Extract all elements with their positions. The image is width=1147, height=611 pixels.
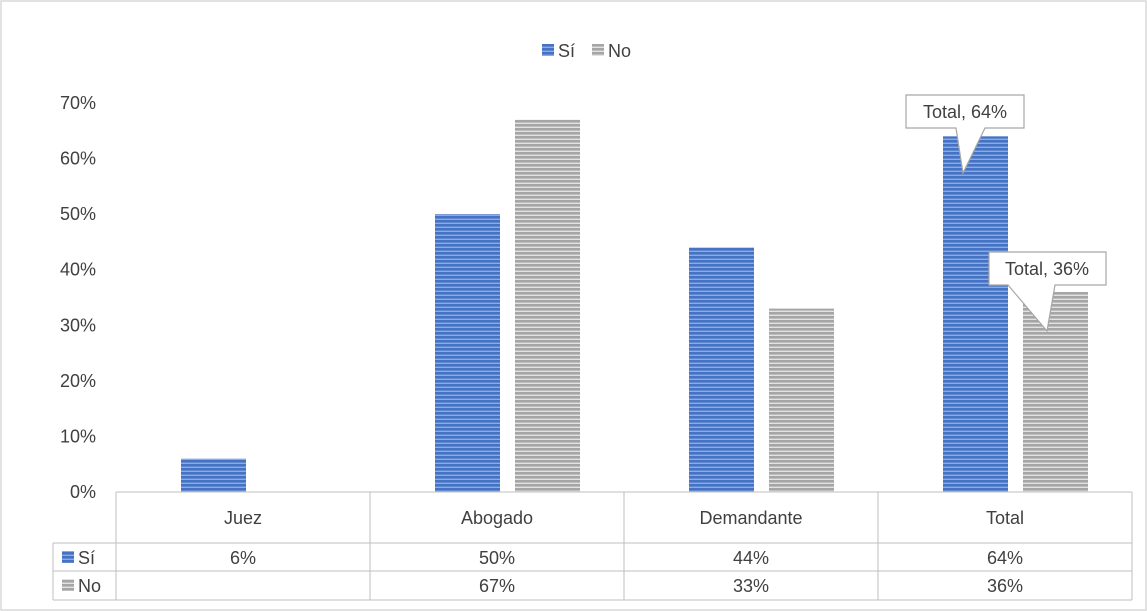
y-tick-label: 30% [60,315,96,335]
table-cell-no-demandante: 33% [733,576,769,596]
callout-box [988,251,1107,333]
bar-si-abogado [435,214,500,492]
legend-label-no: No [608,41,631,61]
table-key-si [62,551,74,563]
table-row-label-no: No [78,576,101,596]
legend: Sí No [542,41,631,61]
bar-no-total [1023,291,1088,492]
callout-box [905,94,1025,175]
table-cell-si-abogado: 50% [479,548,515,568]
y-tick-label: 20% [60,371,96,391]
category-label-abogado: Abogado [461,508,533,528]
category-label-total: Total [986,508,1024,528]
y-axis-tick-labels: 0% 10% 20% 30% 40% 50% 60% 70% [60,93,96,502]
table-cell-si-total: 64% [987,548,1023,568]
callout-total-no: Total, 36% [988,251,1107,333]
category-label-demandante: Demandante [699,508,802,528]
data-table: Juez Abogado Demandante Total Sí 6% 50% … [52,491,1133,601]
callout-label: Total, 36% [1005,259,1089,279]
callout-label: Total, 64% [923,102,1007,122]
y-tick-label: 60% [60,149,96,169]
table-cell-no-total: 36% [987,576,1023,596]
legend-label-si: Sí [558,41,575,61]
table-key-no [62,579,74,591]
legend-swatch-si [542,44,554,56]
callout-total-si: Total, 64% [905,94,1025,175]
legend-swatch-no [592,44,604,56]
bar-no-demandante [769,308,834,492]
table-cell-si-demandante: 44% [733,548,769,568]
category-label-juez: Juez [224,508,262,528]
table-cell-no-abogado: 67% [479,576,515,596]
table-cell-si-juez: 6% [230,548,256,568]
y-tick-label: 0% [70,482,96,502]
bar-si-demandante [689,247,754,492]
table-row-label-si: Sí [78,548,95,568]
bar-si-juez [181,458,246,492]
y-tick-label: 70% [60,93,96,113]
bars [181,119,1088,493]
bar-no-abogado [515,119,580,493]
y-tick-label: 50% [60,204,96,224]
y-tick-label: 40% [60,260,96,280]
y-tick-label: 10% [60,426,96,446]
bar-si-total [943,136,1008,493]
